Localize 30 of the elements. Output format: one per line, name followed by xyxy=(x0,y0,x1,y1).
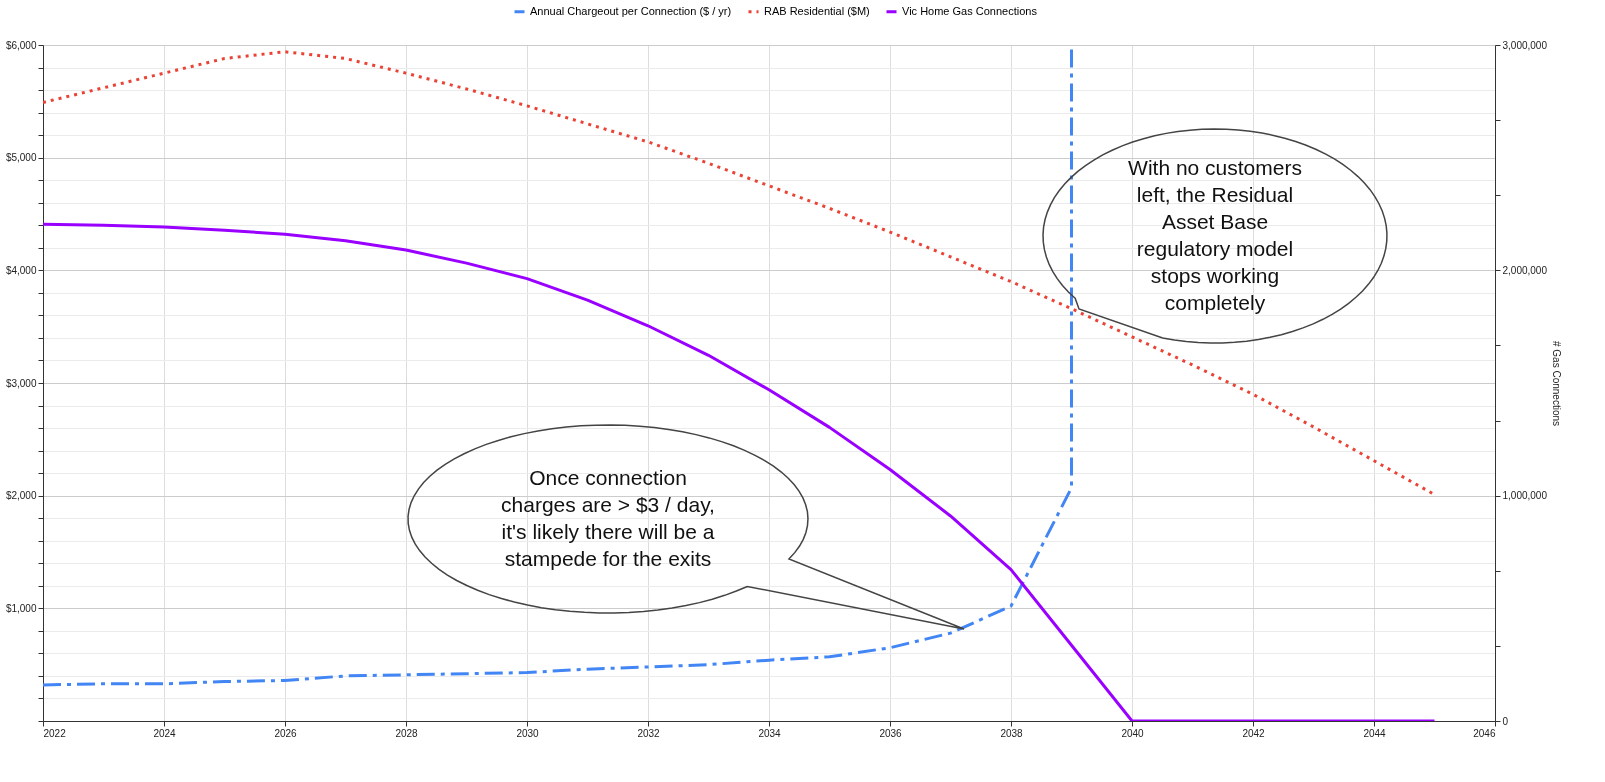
y-tick-label: $6,000 xyxy=(5,39,37,51)
x-tick-label: 2034 xyxy=(758,727,782,739)
y2-tick-label: 1,000,000 xyxy=(1502,490,1548,502)
x-tick-label: 2032 xyxy=(637,727,661,739)
y2-tick-label: 2,000,000 xyxy=(1502,264,1548,276)
x-tick-label: 2046 xyxy=(1473,727,1496,739)
x-tick-label: 2024 xyxy=(153,727,177,739)
y-tick-label: $2,000 xyxy=(5,490,37,502)
annotation: With no customers left, the Residual Asset Base regulatory model stops working completely xyxy=(1128,155,1302,314)
annotation: Once connection charges are > $3 / day, it's likely there will be a stampede for the exits xyxy=(501,465,715,570)
line-series xyxy=(43,50,1436,497)
y-tick-label: $1,000 xyxy=(5,602,37,614)
legend-label: RAB Residential ($M) xyxy=(764,4,870,17)
legend-label: Vic Home Gas Connections xyxy=(902,4,1038,17)
y-tick-label: $5,000 xyxy=(5,152,37,164)
y-tick-label: $3,000 xyxy=(5,377,37,389)
x-tick-label: 2040 xyxy=(1121,727,1145,739)
x-tick-label: 2044 xyxy=(1363,727,1387,739)
legend-label: Annual Chargeout per Connection ($ / yr) xyxy=(530,4,732,17)
x-tick-label: 2042 xyxy=(1242,727,1266,739)
y2-tick-label: 0 xyxy=(1502,715,1509,727)
x-tick-label: 2026 xyxy=(274,727,298,739)
x-tick-label: 2030 xyxy=(516,727,540,739)
y2-axis-title: # Gas Connections xyxy=(1550,340,1562,427)
x-tick-label: 2028 xyxy=(395,727,419,739)
y2-tick-label: 3,000,000 xyxy=(1502,39,1548,51)
x-tick-label: 2022 xyxy=(43,727,67,739)
x-tick-label: 2036 xyxy=(879,727,903,739)
x-tick-label: 2038 xyxy=(1000,727,1024,739)
y-tick-label: $4,000 xyxy=(5,264,37,276)
